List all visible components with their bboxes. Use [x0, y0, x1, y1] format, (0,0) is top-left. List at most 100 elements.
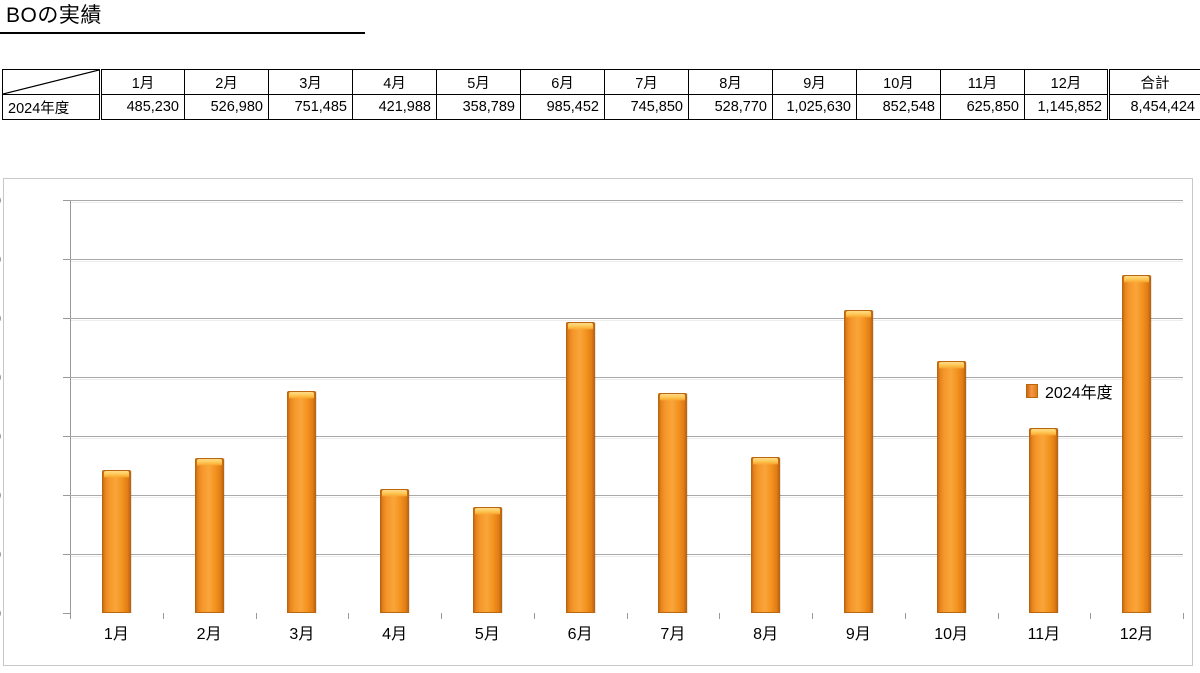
gridline	[70, 318, 1183, 321]
gridline-shadow	[70, 438, 1183, 439]
table-col-header-6: 6月	[520, 69, 605, 95]
table-cell-7: 745,850	[604, 94, 689, 120]
bar[interactable]	[843, 310, 873, 613]
table-col-header-11: 11月	[940, 69, 1025, 95]
table-col-header-2: 2月	[184, 69, 269, 95]
bar[interactable]	[380, 488, 410, 613]
y-axis-tick	[63, 200, 70, 201]
table-cell-12: 1,145,852	[1024, 94, 1109, 120]
page-title: BOの実績	[6, 4, 102, 27]
y-axis-tick	[63, 377, 70, 378]
x-axis-tick	[997, 613, 999, 619]
bar-highlight	[474, 508, 500, 516]
x-axis-tick	[1090, 613, 1092, 619]
table-col-header-1: 1月	[99, 69, 185, 95]
gridline-shadow	[70, 379, 1183, 380]
bar-highlight	[1124, 275, 1150, 283]
y-axis-tick	[63, 495, 70, 496]
bar-highlight	[660, 393, 686, 401]
bar[interactable]	[1122, 274, 1152, 613]
x-axis-label: 11月	[1027, 626, 1061, 643]
bar[interactable]	[194, 457, 224, 613]
gridline	[70, 554, 1183, 557]
bar-highlight	[938, 362, 964, 370]
table-col-header-12: 12月	[1024, 69, 1109, 95]
legend-label: 2024年度	[1045, 385, 1113, 402]
y-axis-tick	[63, 318, 70, 319]
x-axis-tick	[904, 613, 906, 619]
x-axis-label: 6月	[567, 626, 593, 643]
table-cell-5: 358,789	[436, 94, 521, 120]
y-axis-label: 800,000	[0, 369, 1, 385]
bar-highlight	[289, 392, 315, 400]
gridline-shadow	[70, 202, 1183, 203]
table-col-header-3: 3月	[268, 69, 353, 95]
diagonal-split-icon	[3, 70, 99, 94]
y-axis-tick	[63, 436, 70, 437]
data-table: 1月 2月 3月 4月 5月 6月 7月 8月 9月 10月 11月 12月 合計 2024年度 485…	[2, 69, 1200, 120]
table-cell-2: 526,980	[184, 94, 269, 120]
x-axis-tick	[348, 613, 350, 619]
table-cell-4: 421,988	[352, 94, 437, 120]
bar-highlight	[196, 458, 222, 466]
y-axis-tick	[63, 613, 70, 614]
x-axis-tick	[70, 613, 71, 619]
y-axis-label: 1,200,000	[0, 251, 1, 267]
y-axis-label: 0	[0, 605, 1, 621]
table-col-header-9: 9月	[772, 69, 857, 95]
table-cell-8: 528,770	[688, 94, 773, 120]
gridline	[70, 436, 1183, 439]
bar-chart: 2024年度 0 200,000 400,000 600,000 800,000 1,00…	[0, 178, 1193, 666]
table-cell-9: 1,025,630	[772, 94, 857, 120]
row-label-2024: 2024年度	[2, 94, 101, 120]
gridline-shadow	[70, 497, 1183, 498]
title-underline	[0, 32, 365, 34]
y-axis-tick	[63, 259, 70, 260]
table-col-header-8: 8月	[688, 69, 773, 95]
bar-highlight	[753, 458, 779, 465]
y-axis-label: 400,000	[0, 487, 1, 503]
y-axis-tick	[63, 554, 70, 555]
gridline	[70, 495, 1183, 498]
bar[interactable]	[472, 507, 502, 613]
bar[interactable]	[658, 392, 688, 613]
plot-area: 0 200,000 400,000 600,000 800,000 1,000,000 1,…	[0, 192, 1184, 643]
x-axis-label: 3月	[289, 626, 315, 643]
x-axis-tick	[441, 613, 442, 619]
bar[interactable]	[751, 457, 781, 613]
bar[interactable]	[287, 391, 317, 613]
y-axis-label: 200,000	[0, 546, 1, 562]
table-corner-cell	[2, 69, 101, 95]
bar[interactable]	[1029, 428, 1059, 613]
x-axis-tick	[533, 613, 535, 619]
legend-swatch-icon	[1026, 384, 1038, 398]
gridline	[70, 259, 1183, 262]
table-cell-total: 8,454,424	[1107, 94, 1200, 120]
table-cell-11: 625,850	[940, 94, 1025, 120]
title-block: BOの実績	[0, 0, 365, 34]
bar-highlight	[567, 323, 593, 331]
bar-highlight	[1031, 429, 1057, 437]
table-col-header-7: 7月	[604, 69, 689, 95]
x-axis-tick	[255, 613, 257, 619]
x-axis-label: 8月	[753, 626, 779, 643]
x-axis-label: 9月	[845, 626, 871, 643]
table-cell-3: 751,485	[268, 94, 353, 120]
x-axis-label: 2月	[196, 626, 222, 643]
x-axis-tick	[626, 613, 628, 619]
gridline-shadow	[70, 320, 1183, 321]
bar[interactable]	[936, 361, 966, 613]
x-axis-label: 10月	[934, 626, 969, 643]
x-axis-label: 5月	[474, 626, 500, 643]
table-cell-6: 985,452	[520, 94, 605, 120]
bar-highlight	[845, 311, 871, 319]
bar-highlight	[382, 489, 408, 497]
gridline-shadow	[70, 556, 1183, 557]
chart-legend[interactable]: 2024年度	[1026, 379, 1113, 403]
table-col-header-4: 4月	[352, 69, 437, 95]
y-axis-label: 1,000,000	[0, 310, 1, 326]
x-axis-tick	[162, 613, 164, 619]
bar[interactable]	[565, 322, 595, 613]
bar[interactable]	[101, 469, 131, 613]
gridline	[70, 200, 1183, 203]
